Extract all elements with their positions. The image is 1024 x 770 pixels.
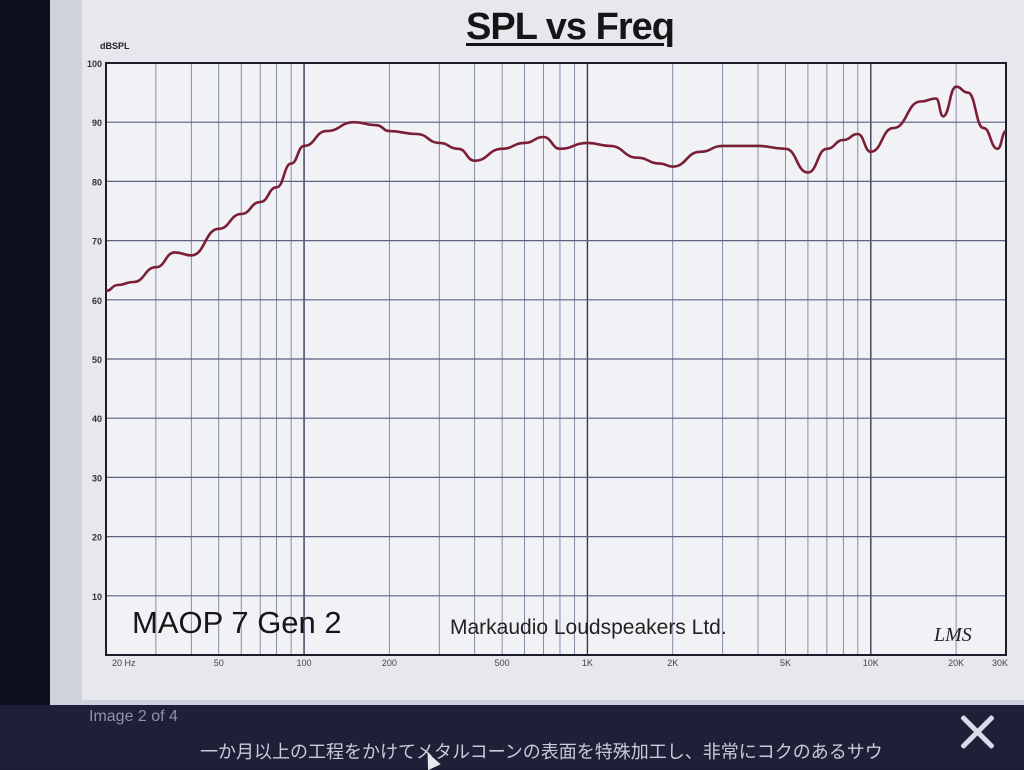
- company-annotation: Markaudio Loudspeakers Ltd.: [450, 616, 727, 639]
- lightbox-caption-bar: [0, 705, 1024, 768]
- x-tick-label: 2K: [667, 658, 678, 668]
- x-tick-label: 10K: [863, 658, 879, 668]
- y-tick-label: 50: [92, 355, 102, 365]
- y-axis-ticks: 100 90 80 70 60 50 40 30 20 10: [87, 59, 102, 602]
- chart-title: SPL vs Freq: [466, 6, 675, 48]
- plot-area-frame: [105, 62, 1007, 656]
- image-counter: Image 2 of 4: [89, 708, 178, 725]
- x-tick-label: 5K: [780, 658, 791, 668]
- x-tick-label: 20K: [948, 658, 964, 668]
- x-tick-label: 20 Hz: [112, 658, 136, 668]
- y-tick-label: 30: [92, 473, 102, 483]
- close-icon[interactable]: [955, 710, 999, 754]
- image-description: 一か月以上の工程をかけてメタルコーンの表面を特殊加工し、非常にコクのあるサウ: [200, 742, 883, 762]
- y-tick-label: 40: [92, 414, 102, 424]
- model-annotation: MAOP 7 Gen 2: [132, 605, 342, 640]
- y-tick-label: 10: [92, 592, 102, 602]
- y-tick-label: 100: [87, 59, 102, 69]
- x-tick-label: 30K: [992, 658, 1008, 668]
- y-tick-label: 20: [92, 533, 102, 543]
- y-axis-label: dBSPL: [100, 41, 130, 51]
- y-tick-label: 60: [92, 296, 102, 306]
- x-tick-label: 500: [495, 658, 510, 668]
- software-logo-lms: LMS: [933, 624, 972, 646]
- y-tick-label: 90: [92, 118, 102, 128]
- x-axis-ticks: 20 Hz 50 100 200 500 1K 2K 5K 10K 20K 30K: [112, 658, 1008, 668]
- y-tick-label: 80: [92, 177, 102, 187]
- x-tick-label: 50: [214, 658, 224, 668]
- spl-chart: 100 90 80 70 60 50 40 30 20 10 20 Hz 50 100 200 500 1K…: [87, 41, 1008, 668]
- y-tick-label: 70: [92, 237, 102, 247]
- x-tick-label: 1K: [582, 658, 593, 668]
- series-line-spl: [105, 85, 1007, 293]
- chart-grid: [105, 62, 1007, 656]
- screen-left-edge: [0, 0, 58, 768]
- x-tick-label: 200: [382, 658, 397, 668]
- x-tick-label: 100: [297, 658, 312, 668]
